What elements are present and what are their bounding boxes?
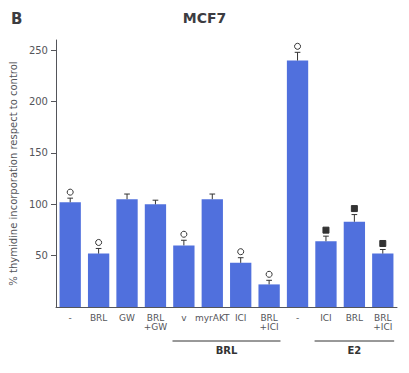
svg-text:ICI: ICI <box>235 313 247 323</box>
svg-text:BRL: BRL <box>90 313 107 323</box>
svg-text:v: v <box>181 313 187 323</box>
svg-text:BRL: BRL <box>346 313 363 323</box>
svg-text:-: - <box>296 313 299 323</box>
svg-text:150: 150 <box>29 147 48 158</box>
svg-text:% thymidine incorporation resp: % thymidine incorporation respect to con… <box>8 61 19 285</box>
svg-text:100: 100 <box>29 199 48 210</box>
svg-text:+GW: +GW <box>144 322 168 332</box>
svg-text:BRL: BRL <box>260 312 278 323</box>
svg-text:+ICI: +ICI <box>260 322 279 332</box>
svg-text:250: 250 <box>29 45 48 56</box>
svg-text:MCF7: MCF7 <box>183 10 227 26</box>
svg-text:BRL: BRL <box>146 312 165 323</box>
svg-text:GW: GW <box>119 313 135 323</box>
svg-text:+ICI: +ICI <box>373 322 392 332</box>
svg-text:ICI: ICI <box>320 313 332 323</box>
svg-text:myrAKT: myrAKT <box>195 313 230 323</box>
svg-text:BRL: BRL <box>216 345 238 356</box>
svg-text:B: B <box>11 10 22 28</box>
svg-text:BRL: BRL <box>374 312 392 323</box>
svg-text:-: - <box>69 313 72 323</box>
svg-text:50: 50 <box>35 250 48 261</box>
svg-text:200: 200 <box>29 96 48 107</box>
svg-text:E2: E2 <box>347 345 361 356</box>
